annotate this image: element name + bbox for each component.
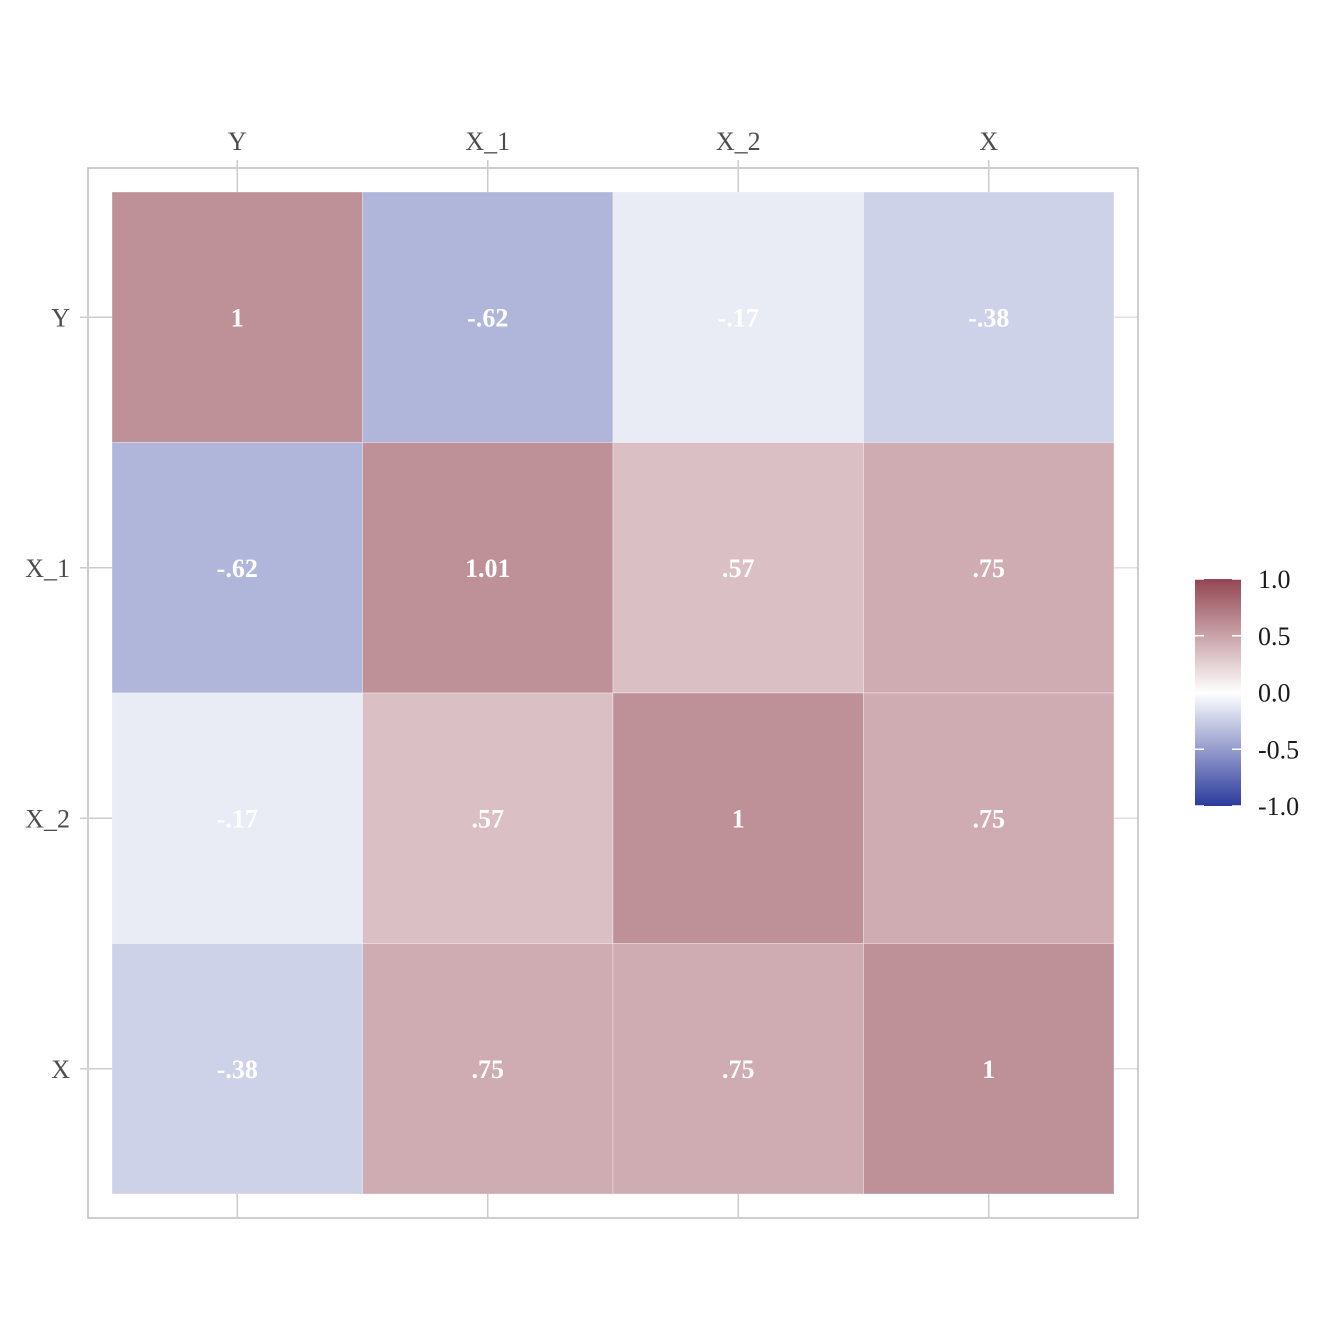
heatmap-tiles [111,191,1115,1195]
x-axis-tick-label: X [979,127,998,156]
heatmap-cell [362,442,614,694]
heatmap-cell [863,191,1115,443]
cell-value-label: -.17 [718,303,759,332]
cell-value-label: -.38 [968,303,1009,332]
cell-value-labels: 1 -.62 -.17 -.38 -.62 1.01 .57 .75 -.17 .57 1 .75 -.… [217,303,1010,1084]
y-axis-tick-label: Y [51,303,70,332]
legend-tick-label: 0.0 [1258,679,1291,708]
heatmap-cell [612,191,864,443]
cell-value-label: .57 [472,804,505,833]
heatmap-cell [612,943,864,1195]
panel-border [87,167,1139,1219]
cell-value-label: .75 [973,554,1006,583]
legend-tick-label: -0.5 [1258,735,1299,764]
y-axis-tick-label: X_1 [25,554,70,583]
legend-ticks: 1.0 0.5 0.0 -0.5 -1.0 [1195,565,1299,821]
cell-value-label: -.62 [467,303,508,332]
cell-value-label: 1.01 [465,554,511,583]
cell-value-label: 1 [982,1055,995,1084]
cell-value-label: 1 [231,303,244,332]
cell-value-label: .75 [973,804,1006,833]
x-axis-tick-label: X_1 [465,127,510,156]
heatmap-cell [362,191,614,443]
heatmap-cell [362,943,614,1195]
cell-value-label: .57 [722,554,755,583]
x-axis-tick-labels: Y X_1 X_2 X [228,127,999,156]
x-axis-tick-label: X_2 [716,127,761,156]
y-axis-tick-labels: Y X_1 X_2 X [25,303,70,1084]
color-legend: 1.0 0.5 0.0 -0.5 -1.0 [1195,565,1299,821]
heatmap-cell [863,442,1115,694]
heatmap-cell [111,191,363,443]
y-axis-tick-label: X_2 [25,804,70,833]
heatmap-cell [362,692,614,944]
cell-value-label: .75 [722,1055,755,1084]
legend-tick-label: -1.0 [1258,792,1299,821]
cell-value-label: 1 [732,804,745,833]
legend-tick-label: 1.0 [1258,565,1291,594]
heatmap-cell [612,692,864,944]
x-axis-tick-label: Y [228,127,247,156]
heatmap-cell [863,943,1115,1195]
cell-value-label: -.62 [217,554,258,583]
axis-ticks [80,160,990,1218]
heatmap-cell [612,442,864,694]
y-axis-tick-label: X [51,1055,70,1084]
cell-value-label: -.17 [217,804,258,833]
cell-value-label: .75 [472,1055,505,1084]
heatmap-cell [111,692,363,944]
heatmap-cell [863,692,1115,944]
cell-value-label: -.38 [217,1055,258,1084]
heatmap-cell [111,442,363,694]
legend-tick-label: 0.5 [1258,622,1291,651]
heatmap-cell [111,943,363,1195]
